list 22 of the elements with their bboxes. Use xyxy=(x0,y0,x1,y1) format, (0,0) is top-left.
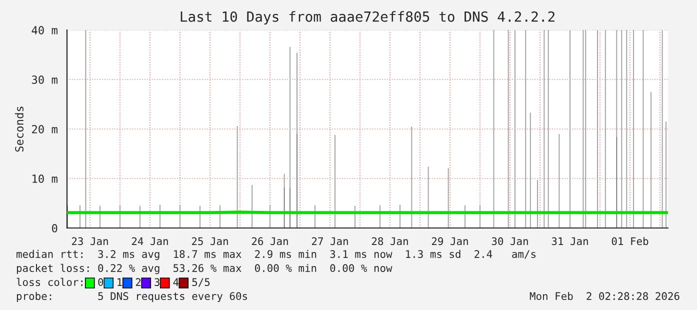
y-tick-label: 30 m xyxy=(32,76,58,84)
x-tick-label: 25 Jan xyxy=(192,237,228,246)
y-axis-title: Seconds xyxy=(14,106,24,152)
y-tick-label: 20 m xyxy=(32,125,58,134)
x-tick-label: 23 Jan xyxy=(72,237,108,246)
chart-title: Last 10 Days from aaae72eff805 to DNS 4.2.2.2 xyxy=(180,11,554,25)
text: probe: 5 DNS requests every 60s xyxy=(16,292,248,302)
text: packet loss: 0.22 % avg 53.26 % max 0.00 % min 0.00 % now xyxy=(16,264,392,274)
text: loss color: 0 1 2 3 4 5/5 xyxy=(16,278,210,287)
x-tick-label: 31 Jan xyxy=(552,237,588,246)
text: median rtt: 3.2 ms avg 18.7 ms max 2.9 ms min 3.1 ms now 1.3 ms sd 2.4 am/s xyxy=(16,250,536,260)
x-tick-label: 26 Jan xyxy=(252,237,288,246)
x-tick-label: 27 Jan xyxy=(312,237,348,246)
text: Mon Feb 2 02:28:28 2026 xyxy=(530,292,680,300)
y-tick-label: 40 m xyxy=(32,26,58,34)
x-tick-label: 01 Feb xyxy=(612,237,648,246)
x-tick-label: 24 Jan xyxy=(132,237,168,246)
y-tick-label: 10 m xyxy=(32,174,58,183)
x-tick-label: 28 Jan xyxy=(372,237,408,246)
x-tick-label: 29 Jan xyxy=(432,237,468,246)
y-tick-label: 0 xyxy=(52,224,58,232)
x-tick-label: 30 Jan xyxy=(492,237,528,246)
